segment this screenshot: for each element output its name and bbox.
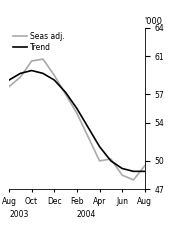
Seas adj. — [19, 76, 22, 79]
Trend — [110, 159, 112, 162]
Seas adj. — [132, 179, 135, 181]
Trend — [98, 145, 101, 148]
Trend — [144, 170, 146, 173]
Trend — [19, 72, 22, 75]
Text: 2004: 2004 — [77, 210, 96, 219]
Line: Seas adj.: Seas adj. — [9, 59, 145, 180]
Line: Trend: Trend — [9, 70, 145, 171]
Trend — [87, 126, 89, 129]
Trend — [53, 79, 55, 81]
Seas adj. — [8, 85, 10, 88]
Seas adj. — [31, 60, 33, 62]
Trend — [132, 170, 135, 173]
Seas adj. — [76, 112, 78, 115]
Seas adj. — [42, 58, 44, 61]
Text: '000: '000 — [144, 17, 163, 26]
Seas adj. — [144, 164, 146, 167]
Trend — [76, 107, 78, 110]
Trend — [31, 69, 33, 72]
Trend — [64, 91, 67, 94]
Trend — [8, 79, 10, 81]
Seas adj. — [98, 159, 101, 162]
Trend — [42, 72, 44, 75]
Seas adj. — [53, 74, 55, 77]
Text: 2003: 2003 — [9, 210, 28, 219]
Seas adj. — [121, 174, 123, 176]
Seas adj. — [87, 136, 89, 139]
Legend: Seas adj., Trend: Seas adj., Trend — [13, 32, 64, 52]
Trend — [121, 167, 123, 170]
Seas adj. — [64, 93, 67, 96]
Seas adj. — [110, 158, 112, 160]
